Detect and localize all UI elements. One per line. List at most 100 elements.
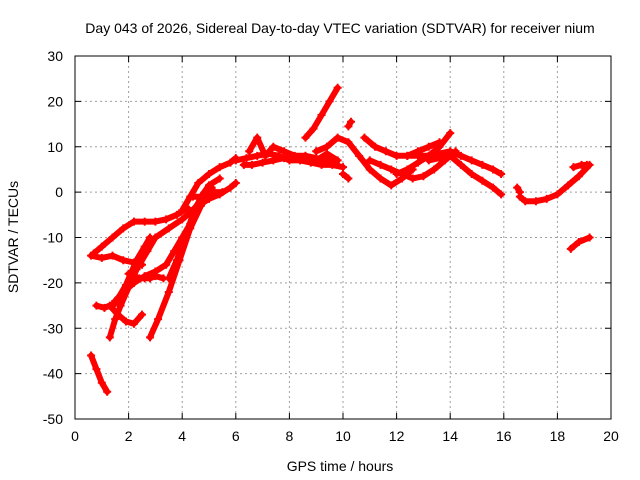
data-point: [446, 129, 455, 138]
data-point: [574, 238, 583, 247]
data-point: [119, 256, 128, 265]
x-tick-label: 2: [125, 428, 133, 444]
data-point: [215, 174, 224, 183]
data-point: [585, 233, 594, 242]
data-point: [210, 188, 219, 197]
data-point: [456, 160, 465, 169]
data-point: [325, 97, 334, 106]
y-tick-label: -20: [43, 275, 63, 291]
data-point: [178, 206, 187, 215]
data-point: [231, 179, 240, 188]
data-point: [381, 147, 390, 156]
data-point: [521, 197, 530, 206]
y-tick-label: -50: [43, 411, 63, 427]
data-point: [339, 163, 347, 172]
data-point: [92, 365, 101, 374]
axis-ticks: 0 2 4 6 8 10 12 14 16 18 20 -50 -40 -30 -20 -10 0 10 20 30: [43, 48, 619, 444]
data-point: [105, 333, 114, 342]
data-point: [164, 274, 173, 283]
x-tick-label: 6: [232, 428, 240, 444]
data-point: [280, 147, 289, 156]
data-point: [242, 154, 251, 163]
data-point: [245, 147, 254, 156]
data-point: [92, 301, 101, 310]
data-point: [103, 387, 112, 396]
x-tick-label: 16: [496, 428, 512, 444]
data-point: [188, 210, 197, 219]
data-point: [119, 224, 128, 233]
data-point: [435, 142, 444, 151]
data-point: [154, 315, 163, 324]
data-point: [309, 124, 318, 133]
series-track-q: [301, 83, 342, 142]
series-track: [404, 148, 505, 177]
data-point: [424, 142, 433, 151]
y-tick-label: 30: [47, 48, 63, 64]
data-point: [333, 133, 342, 142]
data-point: [100, 303, 109, 312]
data-point: [121, 317, 130, 326]
data-point: [322, 156, 331, 165]
data-point: [261, 151, 270, 160]
data-point: [164, 287, 173, 296]
x-tick-label: 14: [442, 428, 458, 444]
data-point: [355, 151, 364, 160]
data-point: [253, 151, 262, 160]
data-point: [301, 133, 310, 142]
data-point: [97, 253, 106, 262]
data-point: [119, 287, 128, 296]
x-tick-label: 0: [71, 428, 79, 444]
series-track-g: [105, 301, 146, 328]
series-track-s: [344, 117, 356, 131]
series-track-p: [239, 151, 342, 169]
data-point: [111, 315, 120, 324]
data-point: [172, 256, 181, 265]
data-point: [365, 156, 374, 165]
data-point: [569, 163, 578, 172]
data-point: [188, 192, 197, 201]
x-tick-label: 18: [550, 428, 566, 444]
chart-title: Day 043 of 2026, Sidereal Day-to-day VTE…: [85, 20, 594, 36]
data-point: [129, 319, 138, 328]
data-point: [497, 190, 506, 199]
data-point: [239, 160, 248, 169]
data-point: [140, 217, 149, 226]
data-point: [162, 215, 171, 224]
data-point: [446, 151, 455, 160]
data-point: [347, 117, 356, 126]
y-tick-label: -40: [43, 366, 63, 382]
data-point: [513, 183, 522, 192]
data-point: [199, 192, 208, 201]
data-point: [497, 169, 506, 178]
data-point: [218, 188, 227, 197]
data-point: [387, 165, 396, 174]
x-tick-label: 20: [603, 428, 619, 444]
data-point: [360, 133, 369, 142]
data-point: [97, 378, 106, 387]
data-point: [408, 174, 417, 183]
data-point: [531, 197, 540, 206]
series-track-x: [403, 147, 506, 178]
data-point: [226, 183, 235, 192]
series-track-f: [92, 233, 155, 312]
data-point: [105, 301, 114, 310]
data-point: [162, 260, 171, 269]
data-point: [387, 181, 396, 190]
series-track: [240, 152, 341, 168]
data-point: [376, 160, 385, 169]
data-point: [269, 142, 278, 151]
data-point: [430, 165, 439, 174]
x-tick-label: 10: [335, 428, 351, 444]
y-tick-label: 10: [47, 139, 63, 155]
y-tick-label: -30: [43, 320, 63, 336]
data-point: [138, 310, 146, 319]
data-point: [87, 351, 96, 360]
data-point: [113, 310, 122, 319]
data-point: [403, 151, 412, 160]
series-track-z: [515, 160, 594, 206]
data-point: [226, 158, 235, 167]
data-point: [140, 272, 149, 281]
data-point: [317, 110, 326, 119]
data-point: [489, 165, 498, 174]
